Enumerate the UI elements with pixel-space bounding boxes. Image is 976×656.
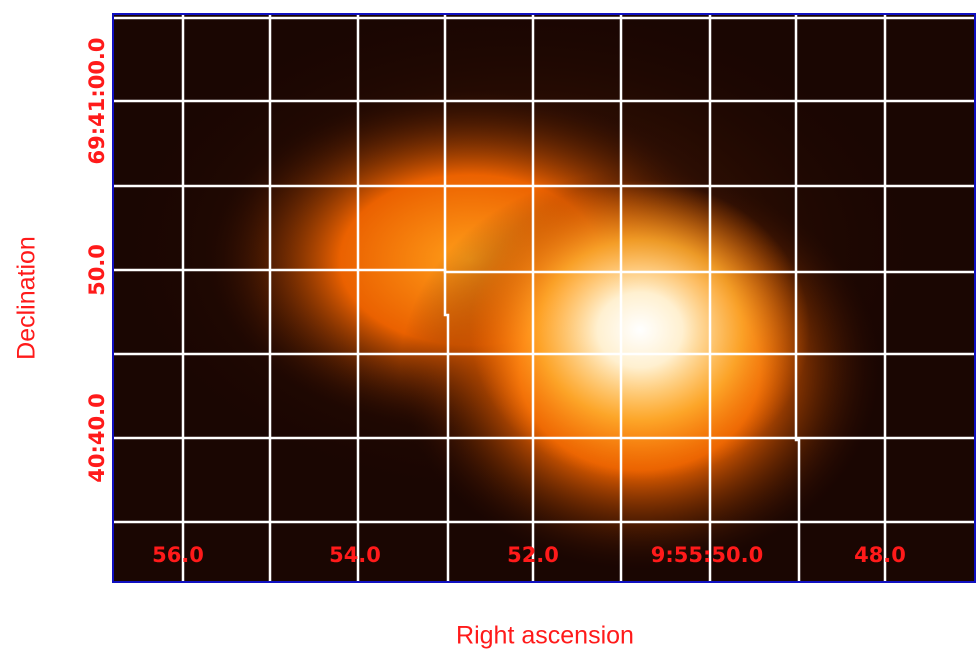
x-axis-title: Right ascension [456, 622, 634, 650]
y-label: 69:41:00.0 [85, 37, 109, 164]
y-axis-title: Declination [13, 236, 41, 360]
x-label: 54.0 [329, 543, 381, 567]
y-label: 40:40.0 [85, 393, 109, 482]
page: {"axes": {"x_title": "Right ascension", … [0, 0, 976, 656]
x-label: 48.0 [854, 543, 906, 567]
figure: 56.0 54.0 52.0 9:55:50.0 48.0 69:41:00.0 50.0… [0, 0, 976, 656]
y-labels: 69:41:00.0 50.0 40:40.0 [85, 37, 109, 482]
x-label: 9:55:50.0 [651, 543, 763, 567]
sky-image [100, 0, 976, 582]
x-label: 56.0 [152, 543, 204, 567]
x-label: 52.0 [507, 543, 559, 567]
y-label: 50.0 [85, 244, 109, 296]
